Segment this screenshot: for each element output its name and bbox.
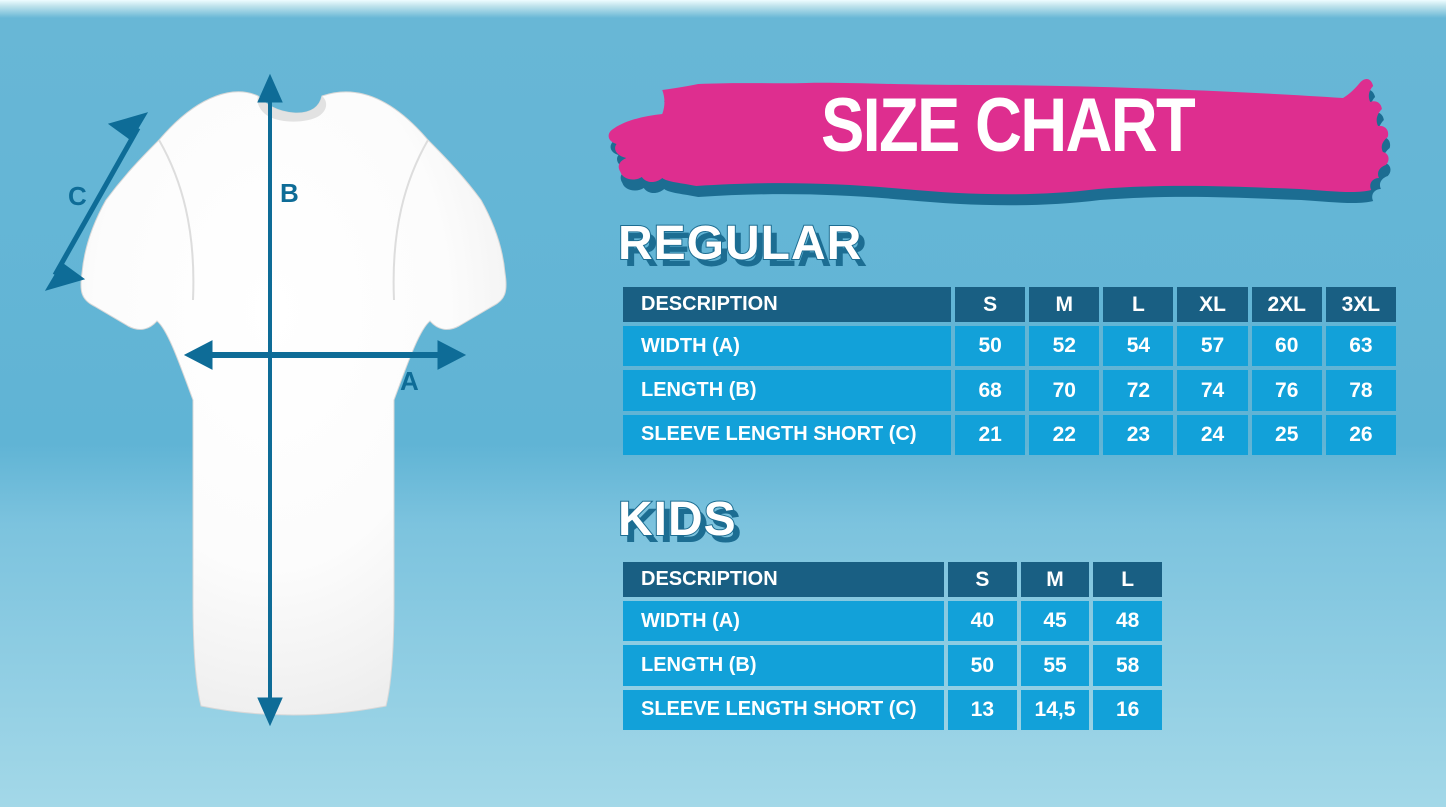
svg-text:C: C — [68, 181, 87, 211]
svg-text:A: A — [400, 366, 419, 396]
svg-text:B: B — [280, 178, 299, 208]
svg-text:SIZE CHART: SIZE CHART — [821, 82, 1196, 167]
